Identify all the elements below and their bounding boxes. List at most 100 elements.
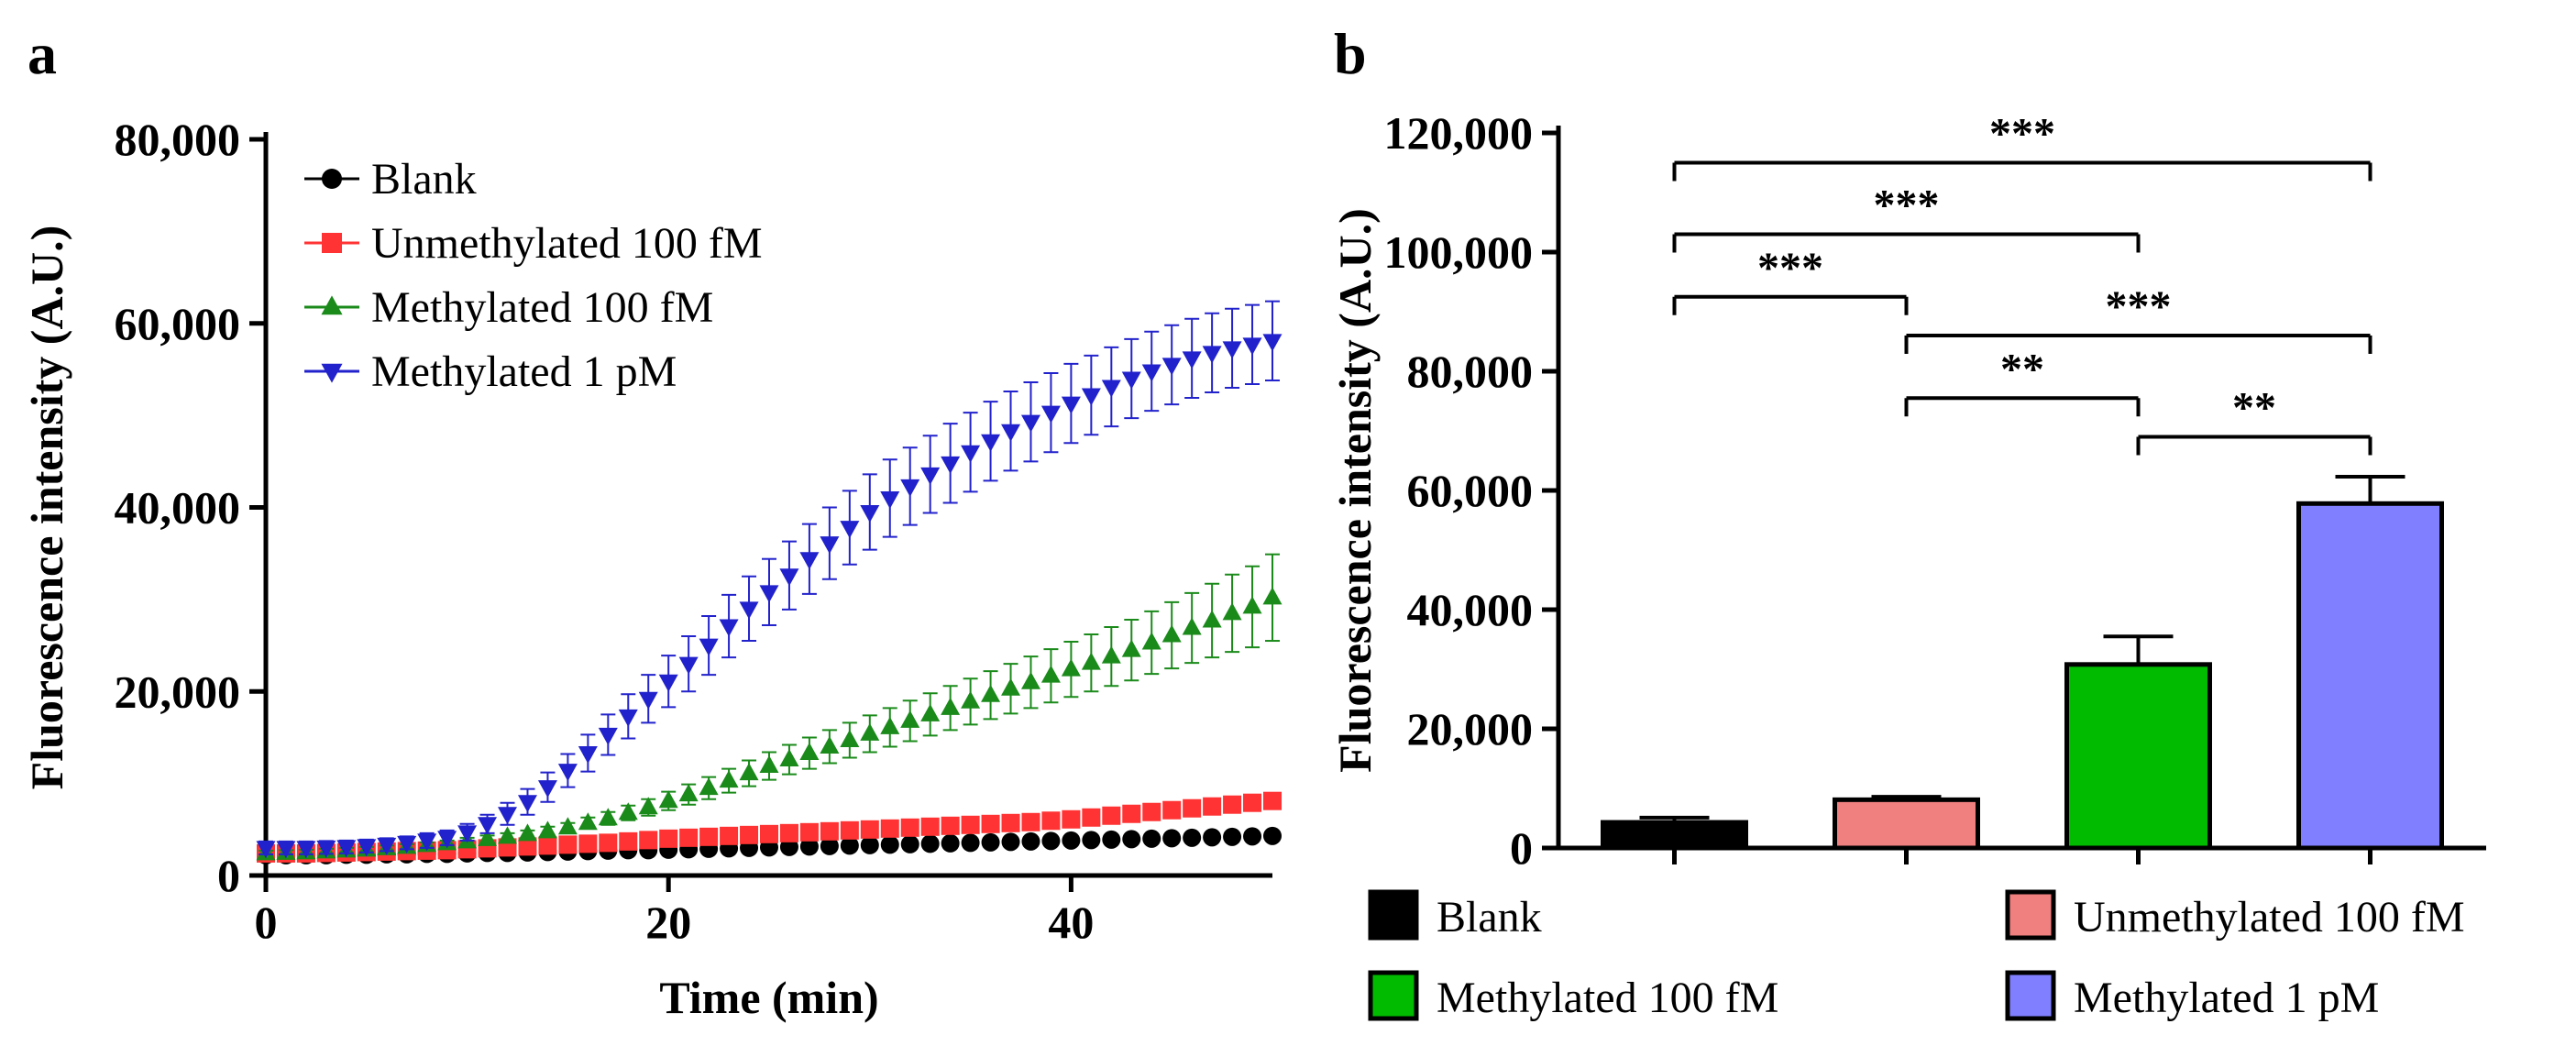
panel-a-x-tick-label: 40 (1048, 897, 1094, 948)
data-point (699, 638, 719, 656)
legend-marker (322, 233, 342, 253)
data-point (517, 795, 537, 813)
data-point (779, 749, 799, 767)
data-point (1183, 828, 1202, 847)
legend-item: Blank (304, 155, 477, 204)
data-point (639, 831, 658, 850)
data-point (1082, 831, 1101, 850)
data-point (599, 833, 618, 853)
significance-label: *** (1757, 244, 1823, 292)
data-point (1062, 831, 1081, 850)
data-point (397, 835, 417, 853)
data-point (638, 691, 658, 710)
data-point (1141, 364, 1161, 382)
data-point (799, 822, 819, 842)
data-point (1202, 346, 1222, 364)
data-point (377, 837, 397, 855)
data-point (1081, 388, 1101, 406)
data-point (1001, 832, 1020, 852)
data-point (1082, 808, 1101, 827)
data-point (961, 445, 981, 463)
data-point (1001, 677, 1021, 696)
data-point (961, 833, 980, 853)
data-point (1141, 632, 1161, 650)
data-point (417, 833, 437, 852)
data-point (658, 674, 678, 692)
data-point (578, 834, 598, 853)
data-point (1243, 827, 1262, 846)
panel-b-y-tick-label: 100,000 (1384, 226, 1534, 278)
data-point (679, 828, 699, 847)
data-point (296, 841, 316, 859)
data-point (900, 710, 920, 728)
data-point (779, 823, 798, 842)
data-point (699, 827, 719, 846)
legend-label: Methylated 100 fM (1437, 974, 1778, 1022)
data-point (961, 690, 981, 709)
data-point (941, 833, 960, 853)
data-point (1061, 396, 1081, 414)
data-point (840, 820, 859, 840)
data-point (478, 828, 498, 846)
data-point (759, 585, 779, 603)
data-point (860, 505, 880, 523)
significance-bracket: ** (1904, 345, 2141, 417)
data-point (538, 836, 557, 855)
data-point (1161, 358, 1182, 376)
bar (2064, 662, 2212, 851)
panel-b-y-tick-label: 120,000 (1384, 107, 1534, 159)
bar (1601, 820, 1748, 851)
data-point (820, 536, 840, 555)
panel-a-y-axis-title: Fluorescence intensity (A.U.) (21, 226, 72, 790)
panel-a-y-tick-label: 0 (217, 850, 240, 901)
data-point (618, 709, 638, 727)
data-point (900, 818, 919, 837)
significance-label: *** (1874, 182, 1940, 230)
legend-label: Methylated 1 pM (371, 347, 677, 396)
legend-swatch (1368, 970, 1419, 1021)
data-point (316, 840, 336, 858)
panel-a-label: a (28, 21, 57, 86)
data-point (739, 601, 759, 620)
data-point (900, 834, 919, 853)
data-point (1041, 831, 1061, 851)
data-point (1101, 380, 1121, 398)
data-point (880, 716, 900, 734)
significance-label: *** (2106, 282, 2172, 331)
legend-swatch (2005, 889, 2056, 941)
data-point (1062, 809, 1081, 829)
data-point (357, 839, 377, 857)
bar-blank (1601, 815, 1748, 864)
data-point (1021, 812, 1040, 831)
legend-marker (322, 169, 342, 189)
data-point (880, 490, 900, 509)
legend-item: Methylated 1 pM (2005, 970, 2379, 1022)
legend-label: Blank (1437, 893, 1542, 941)
data-point (1102, 806, 1121, 825)
panel-b: b 0 20,000 40,000 60,000 80,000 100,000 120,00… (1329, 21, 2486, 1022)
data-point (799, 837, 819, 856)
data-point (537, 820, 557, 839)
data-point (578, 746, 598, 765)
data-point (478, 817, 498, 835)
data-point (720, 826, 739, 845)
significance-bracket: *** (1672, 110, 2372, 182)
data-point (739, 763, 759, 781)
data-point (578, 812, 598, 831)
data-point (1122, 830, 1141, 849)
data-point (1020, 414, 1040, 433)
data-point (1161, 624, 1182, 643)
data-point (1263, 791, 1282, 810)
data-point (1202, 610, 1222, 628)
significance-bracket: *** (1672, 244, 1909, 315)
legend-item: Methylated 1 pM (304, 347, 677, 396)
bar-unmethylated-100-fm (1833, 795, 1980, 864)
panel-b-y-tick-label: 80,000 (1407, 346, 1534, 397)
panel-b-y-tick-label: 20,000 (1407, 703, 1534, 754)
data-point (920, 467, 941, 485)
significance-label: *** (1989, 110, 2055, 159)
panel-b-y-axis-title: Fluorescence intensity (A.U.) (1329, 208, 1381, 773)
data-point (900, 479, 920, 497)
panel-a-x-tick-label: 20 (645, 897, 691, 948)
data-point (1262, 587, 1282, 605)
